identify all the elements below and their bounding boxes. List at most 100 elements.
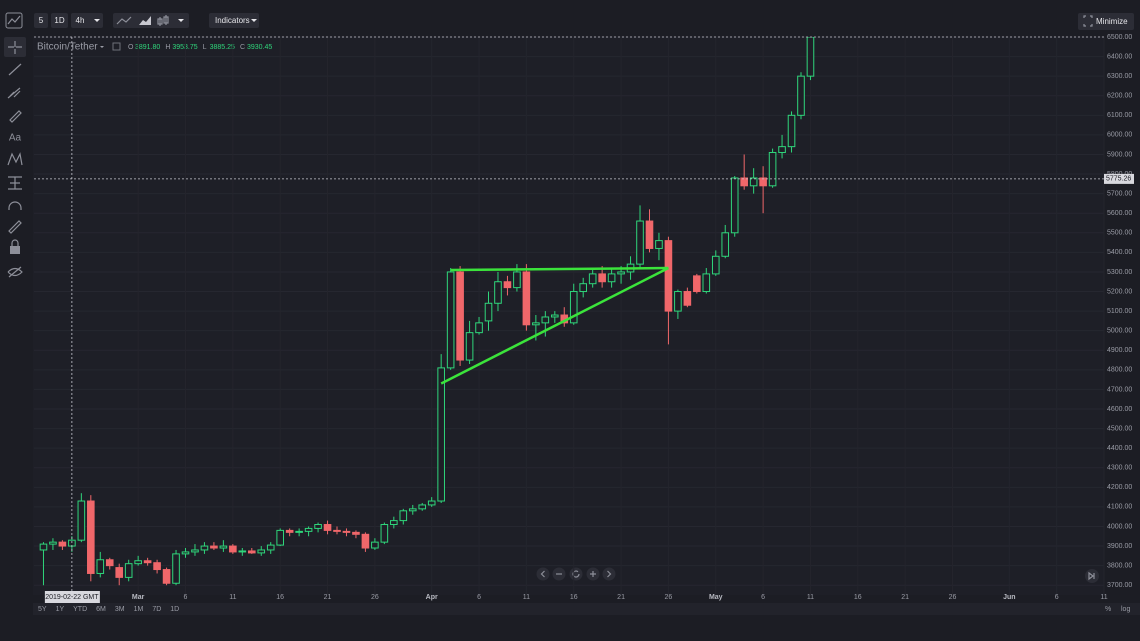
brush-tool[interactable]	[9, 110, 22, 123]
indicators-label: Indicators	[215, 16, 250, 25]
candle-body	[96, 559, 105, 574]
navigation	[536, 567, 1099, 583]
candle-body	[664, 240, 673, 312]
x-tick-label: 11	[1100, 594, 1107, 601]
zoom-in-icon	[590, 571, 596, 577]
x-tick-label: Apr	[426, 594, 438, 601]
price-marker	[1104, 173, 1134, 184]
x-tick-label: Mar	[132, 594, 145, 601]
range-button[interactable]: 1D	[170, 606, 179, 613]
range-button[interactable]: 7D	[152, 606, 161, 613]
candle-body	[408, 508, 417, 512]
settings-box[interactable]	[112, 42, 121, 51]
y-tick-label: 4000.00	[1107, 523, 1132, 530]
interval-label: 4h	[76, 16, 85, 25]
interval-button[interactable]	[34, 13, 48, 28]
candle-body	[598, 273, 606, 283]
candle-body	[229, 545, 237, 553]
interval-label: 5	[39, 16, 44, 25]
y-tick-label: 6500.00	[1107, 34, 1132, 41]
y-tick-label: 3700.00	[1107, 582, 1132, 589]
left-toolbar: Aa	[4, 37, 26, 278]
candle-body	[721, 232, 730, 257]
symbol-dropdown[interactable]	[100, 46, 104, 48]
x-tick-label: 16	[854, 594, 862, 601]
candle-body	[105, 559, 114, 567]
candle-body	[484, 302, 493, 322]
reset[interactable]	[569, 567, 583, 581]
chart-icon[interactable]	[5, 12, 23, 29]
minimize-icon	[1083, 15, 1093, 27]
dropdown-arrow	[178, 19, 184, 22]
candle-body	[617, 271, 625, 275]
y-tick-label: 4500.00	[1107, 425, 1132, 432]
line-type-icon[interactable]	[116, 16, 132, 25]
candle-body	[418, 504, 427, 510]
candle-body	[143, 560, 152, 564]
range-button[interactable]: 3M	[115, 606, 125, 613]
interval-dropdown[interactable]	[71, 13, 103, 28]
range-button[interactable]: 6M	[96, 606, 106, 613]
ohlc-value: 3891.80	[135, 44, 160, 51]
hide-tool[interactable]	[7, 266, 23, 278]
fib-tool[interactable]	[7, 87, 21, 99]
range-button[interactable]: 1Y	[56, 606, 65, 613]
toolbar: 5 1D 4h Indicators Minimize	[5, 12, 1134, 30]
indicators-button[interactable]	[209, 13, 259, 28]
candle-body	[257, 549, 266, 554]
measure-tool[interactable]	[8, 176, 22, 190]
x-tick-label: 11	[523, 594, 530, 601]
candle-body	[247, 550, 256, 554]
candle-body	[806, 37, 815, 77]
candle-body	[352, 531, 360, 535]
candle-body	[437, 367, 445, 502]
go-realtime[interactable]	[1085, 569, 1099, 583]
x-tick-label: 21	[324, 594, 332, 601]
y-tick-label: 6400.00	[1107, 53, 1132, 60]
scroll-right[interactable]	[602, 567, 616, 581]
y-tick-label: 4100.00	[1107, 504, 1132, 511]
candle-body	[730, 177, 739, 234]
candle-body	[588, 273, 597, 285]
scroll-left[interactable]	[536, 567, 550, 581]
candle-body	[579, 283, 588, 293]
interval-button[interactable]	[51, 13, 68, 28]
candle-body	[494, 281, 502, 304]
range-button[interactable]: 5Y	[38, 606, 47, 613]
y-tick-label: 4900.00	[1107, 347, 1132, 354]
candle-body	[683, 291, 692, 306]
candle-body	[674, 291, 682, 312]
range-button[interactable]: YTD	[73, 606, 87, 613]
range-button[interactable]: 1M	[134, 606, 144, 613]
candle-body	[645, 220, 654, 249]
pencil-tool[interactable]	[8, 220, 22, 234]
y-tick-label: 5900.00	[1107, 151, 1132, 158]
price-marker-label: 5775.26	[1106, 176, 1131, 183]
symbol-name: Bitcoin/Tether	[37, 42, 98, 53]
candle-body	[304, 527, 313, 532]
pattern-tool[interactable]	[7, 152, 23, 166]
y-tick-label: 5700.00	[1107, 190, 1132, 197]
x-tick-label: 26	[665, 594, 673, 601]
candle-body	[285, 529, 294, 533]
trendline-tool[interactable]	[8, 63, 22, 76]
candle-body	[371, 541, 379, 549]
candle-type-icon[interactable]	[157, 15, 169, 26]
y-tick-label: 5500.00	[1107, 230, 1132, 237]
scroll-left-icon	[540, 570, 545, 578]
x-tick-label: 26	[371, 594, 379, 601]
chart-icon-line	[7, 15, 21, 25]
area-type-icon[interactable]	[139, 16, 151, 25]
scale-option[interactable]: log	[1121, 606, 1130, 613]
lock-tool[interactable]	[10, 246, 20, 254]
scale-option[interactable]: %	[1105, 606, 1111, 613]
candle-body	[115, 567, 124, 578]
candle-body	[787, 114, 796, 148]
dropdown-arrow	[94, 19, 100, 22]
text-tool[interactable]: Aa	[9, 133, 22, 144]
candle-body	[749, 177, 758, 187]
x-tick-label: 21	[617, 594, 625, 601]
candle-body	[569, 291, 578, 324]
candle-body	[446, 271, 455, 369]
magnet-tool[interactable]	[8, 201, 22, 210]
